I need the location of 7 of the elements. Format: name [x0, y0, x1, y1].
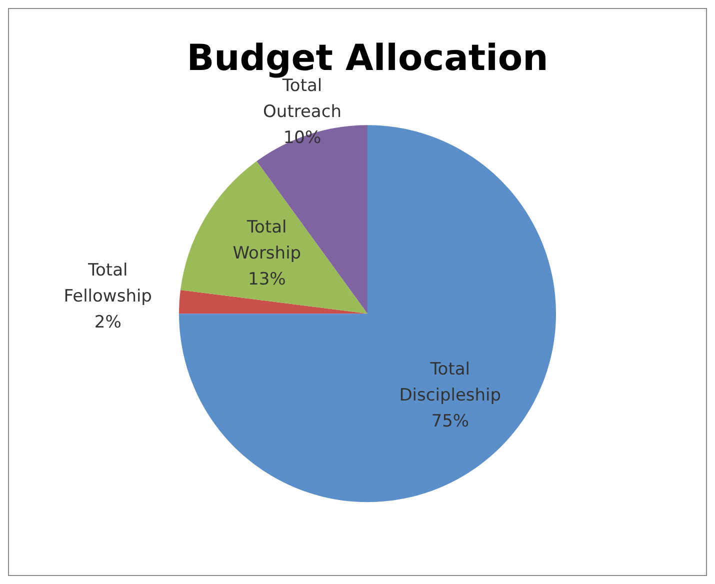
- slice-label: Total Worship: [232, 218, 302, 264]
- slice-label: Total Discipleship: [399, 360, 502, 406]
- slice-label: Total Fellowship: [64, 260, 152, 307]
- data-label: 2%: [94, 312, 122, 333]
- data-label: 13%: [248, 270, 286, 290]
- data-label: 75%: [431, 412, 470, 432]
- chart-title: Budget Allocation: [186, 38, 548, 79]
